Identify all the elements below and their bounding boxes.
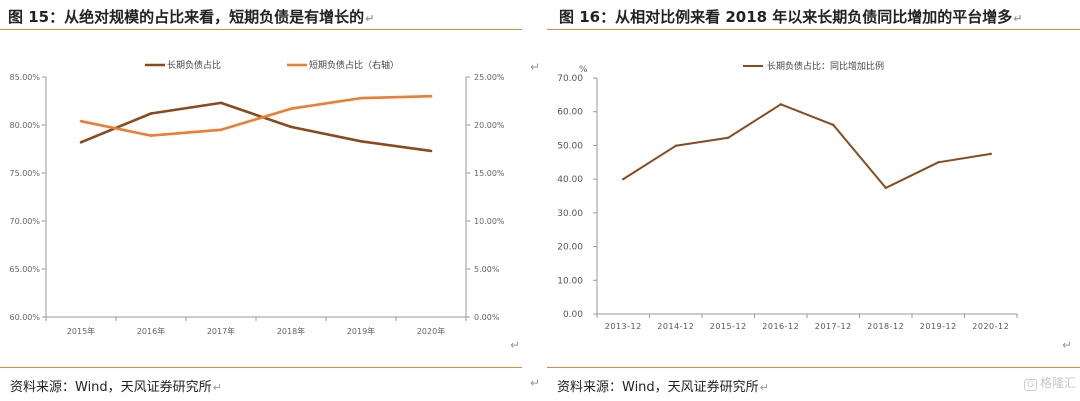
data-point — [779, 103, 782, 106]
data-point — [429, 94, 433, 98]
legend-label: 长期负债占比 — [167, 59, 221, 71]
data-point — [727, 136, 730, 139]
y-tick-label: 30.00 — [557, 209, 583, 219]
data-point — [359, 96, 363, 100]
right-line-chart: % 0.00 10.00 20.00 30.00 40.00 50.00 60.00 70.00… — [557, 60, 1018, 331]
right-source-rule — [547, 367, 1080, 368]
data-point — [832, 123, 835, 127]
y-tick-label: 50.00 — [557, 141, 583, 151]
y-tick-label: 80.00% — [9, 121, 40, 130]
series-line-1 — [80, 101, 432, 153]
data-point — [219, 101, 223, 105]
x-tick-label: 2015-12 — [710, 322, 747, 331]
left-source-note: 资料来源：Wind，天风证券研究所↵ — [10, 380, 222, 395]
x-tick-label: 2016-12 — [762, 322, 799, 331]
y-tick-label: 20.00 — [557, 243, 583, 253]
data-point — [359, 140, 363, 143]
return-mark: ↵ — [1062, 338, 1073, 352]
x-tick-label: 2019年 — [347, 326, 375, 336]
y2-tick-label: 20.00% — [474, 121, 505, 130]
return-mark: ↵ — [510, 338, 521, 352]
y-tick-label: 10.00 — [557, 276, 583, 286]
y2-tick-label: 25.00% — [474, 73, 505, 82]
legend-label: 长期负债占比：同比增加比例 — [767, 60, 884, 72]
data-point — [149, 112, 153, 115]
x-tick-label: 2013-12 — [605, 322, 642, 331]
y2-tick-label: 10.00% — [474, 217, 505, 226]
data-point — [289, 125, 293, 129]
right-source-note: 资料来源：Wind，天风证券研究所↵ — [557, 380, 769, 395]
y-tick-label: 70.00% — [9, 217, 40, 226]
data-point — [674, 144, 677, 147]
y2-tick-label: 15.00% — [474, 169, 505, 178]
y-tick-label: 0.00 — [563, 310, 583, 320]
x-tick-label: 2020-12 — [972, 322, 1009, 331]
y2-tick-label: 5.00% — [474, 265, 500, 274]
y-tick-label: 40.00 — [557, 175, 583, 185]
y-tick-label: 60.00 — [557, 108, 583, 118]
left-figure-panel: 图 15：从绝对规模的占比来看，短期负债是有增长的↵ 60.00% 65.00% 7… — [0, 0, 522, 401]
data-point — [429, 149, 433, 153]
y2-tick-label: 0.00% — [474, 313, 500, 322]
x-tick-label: 2020年 — [417, 326, 445, 336]
series-line-1 — [622, 103, 991, 189]
right-figure-panel: 图 16：从相对比例来看 2018 年以来长期负债同比增加的平台增多↵ % 0.0… — [547, 0, 1080, 401]
data-point — [219, 128, 223, 132]
data-point — [884, 186, 887, 190]
x-tick-label: 2017-12 — [815, 322, 852, 331]
x-tick-label: 2018-12 — [867, 322, 904, 331]
right-figure-title: 图 16：从相对比例来看 2018 年以来长期负债同比增加的平台增多↵ — [559, 8, 1023, 26]
data-point — [289, 107, 293, 110]
watermark-logo-icon: G — [1024, 379, 1037, 391]
return-mark: ↵ — [530, 376, 541, 390]
y-tick-label: 65.00% — [9, 265, 40, 274]
y-axis-unit: % — [579, 65, 588, 75]
watermark: G 格隆汇 — [1024, 374, 1076, 391]
y-tick-label: 60.00% — [9, 313, 40, 322]
x-tick-label: 2018年 — [277, 326, 305, 336]
y-tick-label: 70.00 — [557, 74, 583, 84]
data-point — [937, 161, 940, 164]
left-source-rule — [0, 367, 522, 368]
data-point — [622, 177, 625, 181]
right-title-rule — [547, 29, 1080, 30]
y-tick-label: 75.00% — [9, 169, 40, 178]
legend-label: 短期负债占比（右轴） — [309, 59, 399, 71]
x-tick-label: 2014-12 — [657, 322, 694, 331]
data-point — [79, 140, 83, 144]
data-point — [79, 119, 83, 123]
x-tick-label: 2017年 — [207, 326, 235, 336]
return-mark: ↵ — [530, 60, 541, 74]
data-point — [989, 152, 992, 156]
left-figure-title: 图 15：从绝对规模的占比来看，短期负债是有增长的↵ — [8, 8, 375, 26]
y-tick-label: 85.00% — [9, 73, 40, 82]
series-line-2 — [80, 94, 432, 137]
x-tick-label: 2019-12 — [920, 322, 957, 331]
left-title-rule — [0, 29, 522, 30]
left-line-chart: 60.00% 65.00% 70.00% 75.00% 80.00% 85.00% 0.00… — [9, 59, 505, 336]
x-tick-label: 2016年 — [137, 326, 165, 336]
x-tick-label: 2015年 — [67, 326, 95, 336]
data-point — [149, 134, 153, 137]
